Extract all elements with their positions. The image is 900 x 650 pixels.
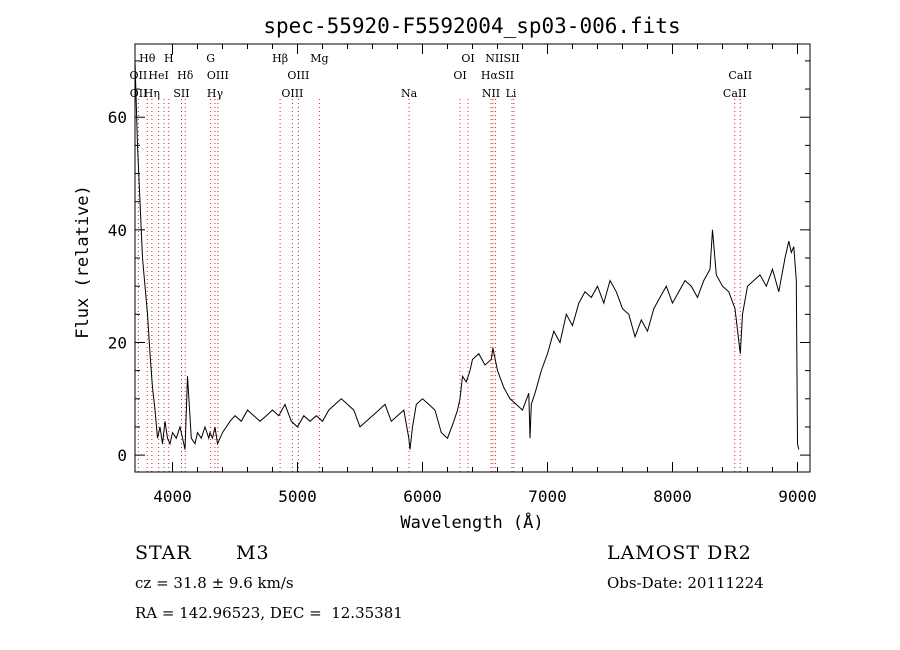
x-tick-label: 9000	[778, 487, 817, 506]
x-tick-label: 7000	[528, 487, 567, 506]
spectrum-series-line	[134, 60, 800, 450]
y-tick-label: 60	[108, 108, 127, 127]
y-axis-ticks: 0 20 40 60	[108, 60, 810, 465]
line-label: OIII	[281, 87, 303, 100]
object-subclass: M3	[236, 542, 270, 564]
chart-title: spec-55920-F5592004_sp03-006.fits	[263, 14, 680, 38]
line-label: CaII	[723, 87, 747, 100]
plot-frame	[134, 43, 811, 473]
line-label: OIII	[207, 69, 229, 82]
x-tick-label: 6000	[403, 487, 442, 506]
x-tick-label: 4000	[153, 487, 192, 506]
line-label: Hθ	[139, 52, 156, 65]
line-label: SII	[173, 87, 189, 100]
line-markers	[137, 99, 741, 472]
line-label: Hβ	[272, 52, 288, 65]
line-label: NII	[482, 87, 500, 100]
line-label: Hη	[144, 87, 160, 100]
x-tick-label: 5000	[278, 487, 317, 506]
line-label: Mg	[310, 52, 328, 65]
y-tick-label: 0	[117, 446, 127, 465]
line-label: G	[206, 52, 215, 65]
line-label: Na	[401, 87, 418, 100]
line-label: OI	[461, 52, 474, 65]
line-label: NIISII	[485, 52, 520, 65]
line-label: OII	[130, 69, 148, 82]
y-tick-label: 40	[108, 221, 127, 240]
line-label: OI	[453, 69, 466, 82]
line-label: Hδ	[177, 69, 194, 82]
observation-date: Obs-Date: 20111224	[607, 574, 764, 592]
object-class: STAR	[135, 542, 192, 564]
x-tick-label: 8000	[653, 487, 692, 506]
line-label: HαSII	[481, 69, 514, 82]
y-axis-label: Flux (relative)	[73, 185, 93, 339]
line-label: Li	[506, 87, 517, 100]
line-label: OIII	[287, 69, 309, 82]
line-label: CaII	[728, 69, 752, 82]
survey-name: LAMOST DR2	[607, 542, 752, 564]
coordinates: RA = 142.96523, DEC = 12.35381	[135, 604, 403, 622]
redshift-cz: cz = 31.8 ± 9.6 km/s	[135, 574, 294, 592]
line-label: Hγ	[207, 87, 224, 100]
x-axis-label: Wavelength (Å)	[400, 511, 543, 533]
y-tick-label: 20	[108, 333, 127, 352]
line-label: OII	[130, 87, 148, 100]
line-label: H	[164, 52, 174, 65]
line-annotations: HθOIIOIIHHeIHηHδSIIGOIIIHγHβOIIIOIIIMgNa…	[130, 52, 753, 100]
x-axis-ticks: 4000 5000 6000 7000 8000 9000	[153, 44, 817, 506]
line-label: HeI	[148, 69, 168, 82]
